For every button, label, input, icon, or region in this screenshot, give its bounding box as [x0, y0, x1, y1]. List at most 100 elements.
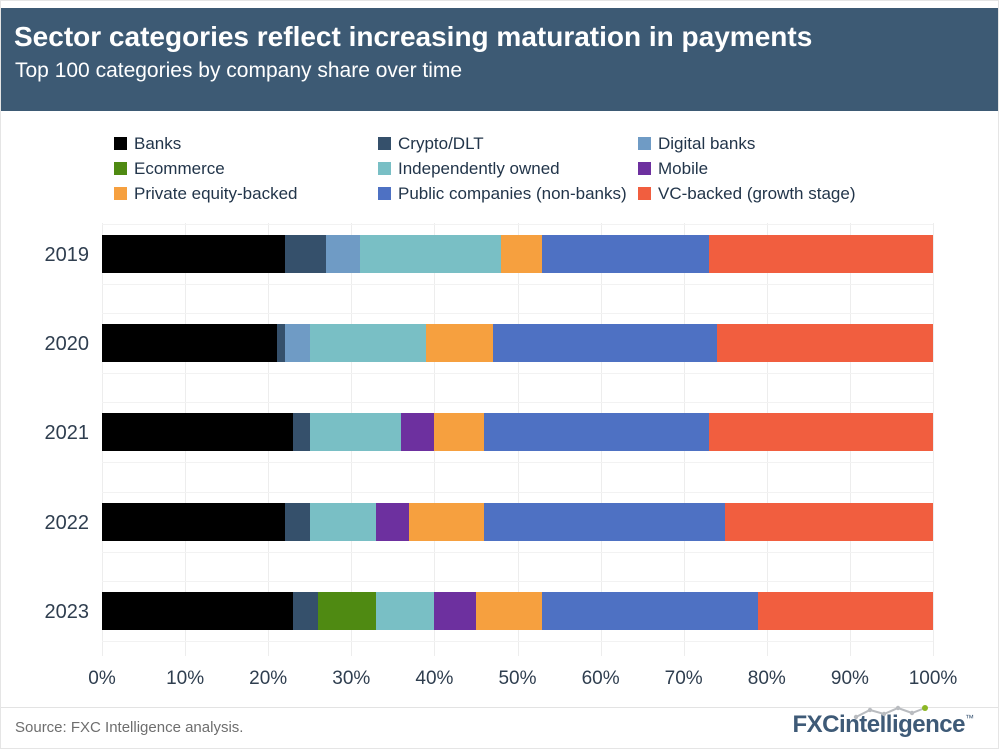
bar-segment-2022-banks — [102, 503, 285, 541]
x-axis-label-30: 30% — [332, 668, 371, 689]
header-banner: Sector categories reflect increasing mat… — [1, 8, 998, 111]
bar-segment-2023-banks — [102, 592, 294, 630]
bar-segment-2020-banks — [102, 324, 277, 362]
legend-swatch-mobile — [638, 162, 651, 175]
gridline-horizontal — [102, 462, 933, 463]
bar-segment-2021-private-equity-backed — [434, 413, 485, 451]
bar-segment-2023-private-equity-backed — [475, 592, 543, 630]
bar-segment-2020-crypto-dlt — [276, 324, 285, 362]
bar-row-2020 — [102, 324, 933, 362]
legend-item-banks: Banks — [114, 134, 378, 154]
bar-segment-2022-vc-backed-growth-stage — [725, 503, 933, 541]
bar-segment-2023-ecommerce — [318, 592, 377, 630]
x-axis-label-70: 70% — [664, 668, 703, 689]
gridline-vertical — [600, 223, 602, 656]
bar-segment-2021-independently-owned — [309, 413, 402, 451]
chart-subtitle: Top 100 categories by company share over… — [15, 59, 463, 83]
legend-label: Ecommerce — [134, 158, 225, 178]
bar-segment-2019-private-equity-backed — [500, 235, 543, 273]
bar-row-2023 — [102, 592, 933, 630]
legend-item-mobile: Mobile — [638, 159, 904, 179]
x-axis-label-50: 50% — [498, 668, 537, 689]
gridline-vertical — [102, 223, 103, 656]
gridline-horizontal — [102, 373, 933, 374]
legend-label: Crypto/DLT — [398, 133, 484, 153]
bar-segment-2023-independently-owned — [376, 592, 435, 630]
x-axis-label-10: 10% — [166, 668, 205, 689]
legend-label: Digital banks — [658, 133, 756, 153]
gridline-vertical — [933, 223, 934, 656]
gridline-horizontal — [102, 313, 933, 314]
bar-segment-2023-crypto-dlt — [293, 592, 319, 630]
gridline-horizontal — [102, 492, 933, 493]
bar-segment-2022-private-equity-backed — [409, 503, 485, 541]
x-axis-label-90: 90% — [830, 668, 869, 689]
bar-segment-2020-digital-banks — [284, 324, 310, 362]
legend-label: VC-backed (growth stage) — [658, 183, 856, 203]
bar-segment-2021-vc-backed-growth-stage — [708, 413, 933, 451]
bar-row-2022 — [102, 503, 933, 541]
bar-segment-2022-independently-owned — [309, 503, 377, 541]
bar-segment-2023-mobile — [434, 592, 476, 630]
bar-segment-2021-mobile — [401, 413, 435, 451]
legend-swatch-crypto-dlt — [378, 137, 391, 150]
y-axis-label-2020: 2020 — [44, 333, 90, 355]
bar-segment-2020-public-companies-non-banks — [492, 324, 717, 362]
y-axis-label-2019: 2019 — [44, 244, 90, 266]
legend-label: Independently owned — [398, 158, 560, 178]
gridline-vertical — [351, 223, 353, 656]
bar-row-2019 — [102, 235, 933, 273]
y-axis-label-2021: 2021 — [44, 422, 90, 444]
fxc-intelligence-logo: FXCintelligence™ — [792, 705, 974, 745]
gridline-horizontal — [102, 402, 933, 403]
bar-segment-2020-vc-backed-growth-stage — [716, 324, 933, 362]
logo-sparkline-icon — [854, 705, 929, 720]
bar-segment-2021-public-companies-non-banks — [484, 413, 709, 451]
legend-item-vc-backed-growth-stage: VC-backed (growth stage) — [638, 184, 904, 204]
legend-label: Mobile — [658, 158, 709, 178]
legend-swatch-public-companies-non-banks — [378, 187, 391, 200]
chart-title: Sector categories reflect increasing mat… — [14, 21, 813, 52]
x-axis-label-20: 20% — [249, 668, 288, 689]
bar-segment-2022-public-companies-non-banks — [484, 503, 726, 541]
legend-item-crypto-dlt: Crypto/DLT — [378, 134, 638, 154]
legend-label: Banks — [134, 133, 182, 153]
bar-segment-2020-independently-owned — [309, 324, 427, 362]
bar-segment-2023-public-companies-non-banks — [542, 592, 759, 630]
footer-divider — [1, 707, 998, 708]
gridline-horizontal — [102, 224, 933, 225]
x-axis-label-100: 100% — [908, 668, 958, 689]
legend-item-ecommerce: Ecommerce — [114, 159, 378, 179]
legend-swatch-digital-banks — [638, 137, 651, 150]
legend-swatch-ecommerce — [114, 162, 127, 175]
bar-segment-2019-digital-banks — [326, 235, 360, 273]
y-axis-label-2022: 2022 — [44, 512, 90, 534]
gridline-vertical — [683, 223, 685, 656]
gridline-vertical — [766, 223, 768, 656]
bar-segment-2023-vc-backed-growth-stage — [758, 592, 933, 630]
bar-segment-2020-private-equity-backed — [426, 324, 493, 362]
source-note: Source: FXC Intelligence analysis. — [15, 719, 244, 736]
x-axis-label-40: 40% — [415, 668, 454, 689]
legend-swatch-private-equity-backed — [114, 187, 127, 200]
gridline-horizontal — [102, 552, 933, 553]
x-axis-label-60: 60% — [581, 668, 620, 689]
bar-segment-2019-public-companies-non-banks — [542, 235, 709, 273]
legend-label: Public companies (non-banks) — [398, 183, 627, 203]
legend-item-private-equity-backed: Private equity-backed — [114, 184, 378, 204]
gridline-vertical — [268, 223, 270, 656]
legend-item-independently-owned: Independently owned — [378, 159, 638, 179]
gridline-vertical — [849, 223, 851, 656]
bar-row-2021 — [102, 413, 933, 451]
bar-segment-2019-independently-owned — [359, 235, 501, 273]
gridline-horizontal — [102, 284, 933, 285]
logo-text-fxc: FXC — [792, 711, 839, 738]
legend-swatch-banks — [114, 137, 127, 150]
legend-item-public-companies-non-banks: Public companies (non-banks) — [378, 184, 638, 204]
legend: Banks Crypto/DLT Digital banks Ecommerce Ind… — [114, 131, 904, 206]
bar-segment-2019-vc-backed-growth-stage — [708, 235, 933, 273]
bar-segment-2019-crypto-dlt — [284, 235, 327, 273]
bar-segment-2022-mobile — [376, 503, 410, 541]
